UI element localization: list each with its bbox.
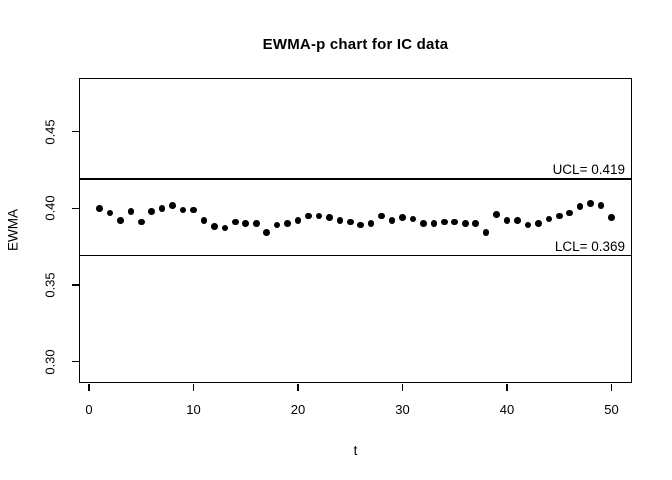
data-point: [430, 220, 438, 227]
data-point: [555, 212, 563, 220]
data-point: [378, 212, 385, 220]
data-point: [597, 201, 605, 209]
data-point: [608, 214, 615, 221]
data-point: [587, 200, 594, 207]
data-point: [106, 209, 114, 217]
data-point: [367, 220, 375, 227]
x-tick-label: 50: [604, 402, 619, 417]
data-point: [535, 220, 542, 227]
x-tick-label: 40: [499, 402, 515, 417]
data-point: [441, 218, 448, 226]
x-axis-tick: [610, 383, 613, 391]
data-point: [315, 212, 323, 220]
y-axis-label: EWMA: [5, 209, 21, 251]
x-axis-label: t: [353, 443, 358, 458]
x-tick-label: 0: [85, 402, 93, 417]
data-point: [127, 208, 135, 215]
data-point: [357, 221, 365, 229]
y-axis-tick: [71, 130, 79, 133]
data-point: [409, 215, 417, 223]
data-point: [346, 218, 354, 226]
y-axis-tick: [71, 207, 79, 210]
data-point: [232, 218, 239, 226]
data-point: [336, 217, 344, 224]
data-point: [566, 209, 573, 217]
data-point: [482, 229, 490, 237]
x-axis-tick: [297, 383, 299, 391]
y-axis-tick: [71, 360, 79, 363]
x-axis-tick: [401, 383, 404, 391]
data-point: [252, 220, 260, 227]
y-tick-label: 0.35: [42, 272, 58, 298]
data-point: [399, 214, 406, 221]
data-point: [284, 220, 291, 227]
y-axis-tick: [71, 284, 79, 286]
x-tick-label: 10: [186, 402, 201, 417]
y-tick-label: 0.40: [42, 195, 58, 221]
data-point: [514, 217, 521, 224]
data-point: [493, 211, 500, 218]
data-point: [420, 220, 427, 227]
data-point: [461, 220, 469, 227]
x-tick-label: 30: [395, 402, 410, 417]
data-point: [179, 206, 187, 214]
ucl-label: UCL= 0.419: [552, 162, 625, 178]
data-point: [388, 217, 396, 224]
data-point: [137, 218, 145, 226]
y-tick-label: 0.45: [42, 118, 58, 145]
data-point: [200, 217, 208, 224]
data-point: [211, 223, 218, 230]
x-axis-tick: [192, 383, 195, 391]
data-point: [242, 220, 250, 227]
data-point: [524, 221, 532, 229]
data-point: [221, 224, 229, 232]
plot-area-border: [79, 78, 632, 383]
data-point: [451, 218, 459, 226]
data-point: [190, 206, 197, 214]
x-axis-tick: [506, 383, 508, 391]
data-point: [545, 215, 553, 223]
data-point: [158, 204, 166, 212]
x-axis-tick: [88, 383, 90, 391]
data-point: [263, 229, 270, 237]
lcl-line: [79, 255, 632, 257]
data-point: [273, 221, 281, 229]
ucl-line: [79, 178, 632, 180]
lcl-label: LCL= 0.369: [554, 238, 625, 254]
chart-title: EWMA-p chart for IC data: [262, 36, 449, 53]
x-tick-label: 20: [290, 402, 306, 417]
y-tick-label: 0.30: [42, 348, 58, 375]
data-point: [117, 217, 124, 224]
data-point: [305, 212, 312, 220]
data-point: [576, 203, 584, 211]
data-point: [294, 217, 302, 224]
data-point: [96, 204, 103, 212]
data-point: [503, 217, 511, 224]
data-point: [326, 214, 333, 221]
data-point: [472, 220, 479, 227]
data-point: [148, 208, 156, 215]
data-point: [169, 201, 176, 209]
